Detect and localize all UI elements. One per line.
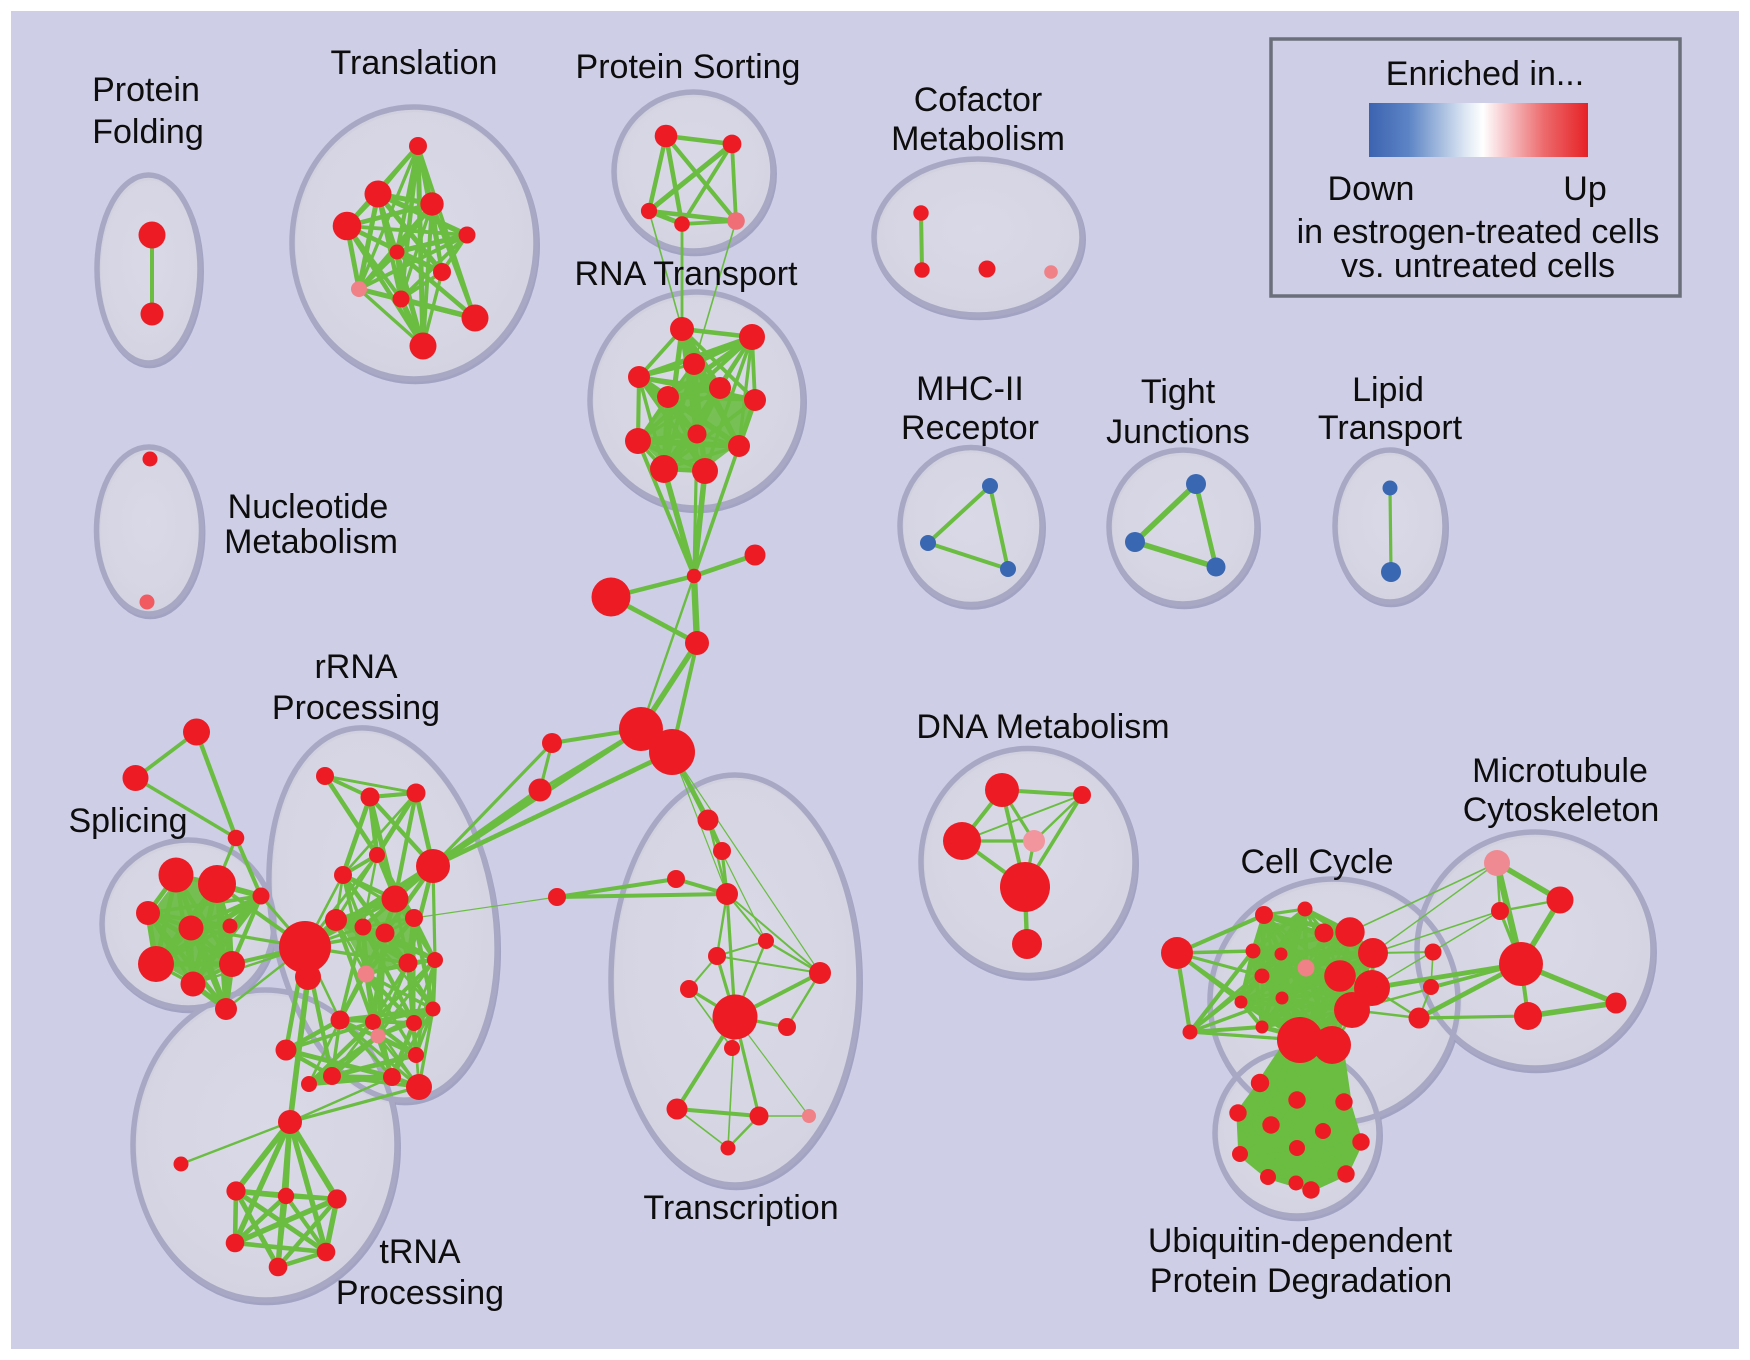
svg-text:Metabolism: Metabolism <box>224 523 398 561</box>
svg-text:Protein: Protein <box>92 71 200 109</box>
svg-text:Processing: Processing <box>272 689 440 727</box>
svg-text:MHC-II: MHC-II <box>916 370 1024 408</box>
svg-text:Metabolism: Metabolism <box>891 120 1065 158</box>
svg-text:Cytoskeleton: Cytoskeleton <box>1463 791 1660 829</box>
svg-text:RNA Transport: RNA Transport <box>575 255 799 293</box>
svg-text:Junctions: Junctions <box>1106 413 1250 451</box>
svg-text:Enriched in...: Enriched in... <box>1386 55 1584 93</box>
svg-text:Protein Sorting: Protein Sorting <box>576 48 801 86</box>
svg-text:Ubiquitin-dependent: Ubiquitin-dependent <box>1148 1222 1453 1260</box>
svg-text:Up: Up <box>1563 170 1606 208</box>
svg-text:Down: Down <box>1328 170 1415 208</box>
svg-text:Lipid: Lipid <box>1352 371 1424 409</box>
svg-text:Nucleotide: Nucleotide <box>228 488 389 526</box>
svg-text:Translation: Translation <box>331 44 498 82</box>
svg-text:vs. untreated cells: vs. untreated cells <box>1341 247 1615 285</box>
svg-text:Splicing: Splicing <box>68 802 187 840</box>
svg-text:Cofactor: Cofactor <box>914 81 1043 119</box>
svg-text:Microtubule: Microtubule <box>1472 752 1648 790</box>
svg-text:Receptor: Receptor <box>901 409 1039 447</box>
svg-text:Cell Cycle: Cell Cycle <box>1240 843 1393 881</box>
svg-text:tRNA: tRNA <box>379 1233 461 1271</box>
svg-text:Transcription: Transcription <box>643 1189 838 1227</box>
svg-text:Tight: Tight <box>1141 373 1216 411</box>
svg-text:Protein Degradation: Protein Degradation <box>1150 1262 1452 1300</box>
svg-text:in estrogen-treated cells: in estrogen-treated cells <box>1297 213 1660 251</box>
svg-text:Folding: Folding <box>92 113 204 151</box>
svg-text:Transport: Transport <box>1318 409 1463 447</box>
svg-text:rRNA: rRNA <box>314 648 397 686</box>
svg-text:Processing: Processing <box>336 1274 504 1312</box>
svg-text:DNA Metabolism: DNA Metabolism <box>916 708 1169 746</box>
